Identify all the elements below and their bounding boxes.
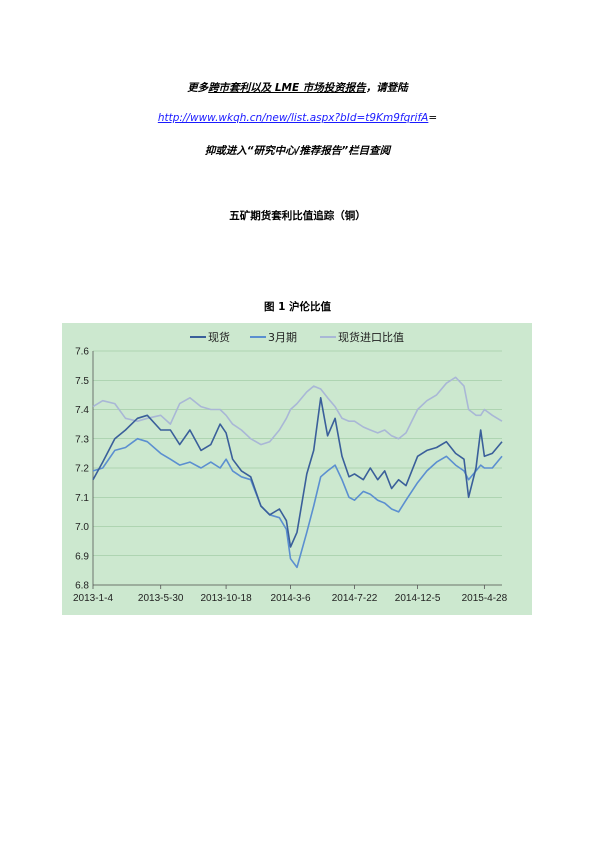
y-tick-label: 7.0 [75,522,89,533]
y-tick-label: 7.3 [75,434,89,445]
promo-suffix: ，请登陆 [365,82,408,94]
figure-caption: 图 1 沪伦比值 [263,301,332,313]
x-tick-label: 2013-1-4 [73,593,113,604]
chart-container: 7.6 7.5 7.4 7.3 7.2 7.1 7.0 6.9 6.8 2013-1-4 2013-… [62,323,532,615]
y-tick-label: 7.2 [75,464,89,475]
y-tick-label: 6.8 [75,581,89,592]
y-tick-label: 7.4 [75,405,89,416]
y-tick-label: 6.9 [75,551,89,562]
legend-label: 3月期 [268,331,297,344]
series-line-1 [92,437,503,569]
legend-label: 现货进口比值 [338,330,404,344]
promo-line: 更多跨市套利以及 LME 市场投资报告，请登陆 [0,80,595,95]
url-suffix: = [428,112,438,124]
x-tick-label: 2014-3-6 [271,593,311,604]
report-url-link[interactable]: http://www.wkqh.cn/new/list.aspx?bId=t9K… [157,112,429,124]
x-tick-label: 2014-7-22 [332,593,378,604]
y-tick-label: 7.1 [75,493,89,504]
url-line: http://www.wkqh.cn/new/list.aspx?bId=t9K… [0,112,595,124]
x-tick-label: 2014-12-5 [395,593,441,604]
promo-link[interactable]: 跨市套利以及 LME 市场投资报告 [208,82,366,94]
series-line-0 [92,397,503,548]
promo-prefix: 更多 [187,82,209,94]
x-tick-label: 2013-10-18 [201,593,253,604]
report-title: 五矿期货套利比值追踪（铜） [229,210,366,222]
y-tick-label: 7.6 [75,347,89,358]
series-line-2 [92,376,503,446]
sub-line: 抑或进入“研究中心/推荐报告”栏目查阅 [204,145,391,157]
x-tick-label: 2015-4-28 [462,593,508,604]
x-tick-label: 2013-5-30 [138,593,184,604]
legend-label: 现货 [208,330,230,344]
y-tick-label: 7.5 [75,376,89,387]
